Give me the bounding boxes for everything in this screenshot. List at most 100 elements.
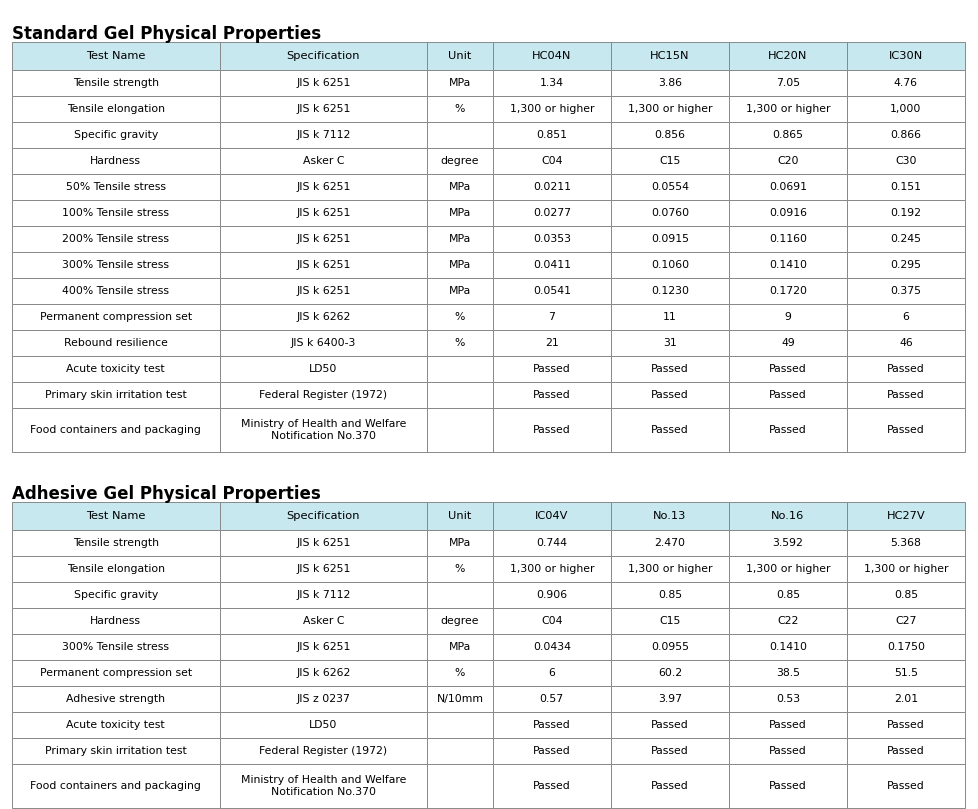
Bar: [728, 712, 846, 738]
Bar: [12, 122, 219, 148]
Text: Hardness: Hardness: [90, 156, 141, 166]
Text: 0.57: 0.57: [539, 694, 563, 704]
Bar: [846, 278, 964, 304]
Bar: [492, 608, 610, 634]
Text: 0.0541: 0.0541: [532, 286, 570, 296]
Text: Standard Gel Physical Properties: Standard Gel Physical Properties: [12, 25, 321, 43]
Text: C15: C15: [658, 156, 680, 166]
Bar: [426, 252, 492, 278]
Bar: [492, 278, 610, 304]
Text: Permanent compression set: Permanent compression set: [40, 312, 192, 322]
Bar: [219, 70, 426, 96]
Bar: [426, 608, 492, 634]
Bar: [12, 556, 219, 582]
Text: 0.744: 0.744: [536, 538, 566, 548]
Text: Acute toxicity test: Acute toxicity test: [67, 364, 165, 374]
Text: 0.0955: 0.0955: [650, 642, 689, 652]
Text: 1,000: 1,000: [889, 104, 920, 114]
Text: HC20N: HC20N: [768, 51, 807, 61]
Bar: [728, 304, 846, 330]
Bar: [846, 200, 964, 226]
Bar: [610, 226, 728, 252]
Bar: [728, 278, 846, 304]
Bar: [610, 502, 728, 530]
Bar: [610, 556, 728, 582]
Bar: [426, 530, 492, 556]
Bar: [219, 660, 426, 686]
Bar: [728, 556, 846, 582]
Text: Primary skin irritation test: Primary skin irritation test: [45, 390, 187, 400]
Bar: [492, 408, 610, 452]
Text: 50% Tensile stress: 50% Tensile stress: [66, 182, 165, 192]
Bar: [728, 330, 846, 356]
Bar: [728, 200, 846, 226]
Text: Rebound resilience: Rebound resilience: [64, 338, 167, 348]
Text: 0.1060: 0.1060: [650, 260, 689, 270]
Bar: [610, 408, 728, 452]
Bar: [12, 96, 219, 122]
Text: 400% Tensile stress: 400% Tensile stress: [63, 286, 169, 296]
Bar: [610, 582, 728, 608]
Bar: [610, 764, 728, 808]
Text: Passed: Passed: [769, 746, 806, 756]
Bar: [219, 174, 426, 200]
Bar: [12, 686, 219, 712]
Text: Hardness: Hardness: [90, 616, 141, 626]
Text: Passed: Passed: [769, 390, 806, 400]
Bar: [610, 530, 728, 556]
Bar: [219, 408, 426, 452]
Text: Asker C: Asker C: [302, 156, 343, 166]
Text: JIS k 6251: JIS k 6251: [295, 234, 350, 244]
Text: Ministry of Health and Welfare
Notification No.370: Ministry of Health and Welfare Notificat…: [241, 775, 406, 797]
Text: 0.0434: 0.0434: [532, 642, 570, 652]
Bar: [12, 530, 219, 556]
Text: 100% Tensile stress: 100% Tensile stress: [63, 208, 169, 218]
Text: 0.53: 0.53: [775, 694, 799, 704]
Text: 0.0277: 0.0277: [532, 208, 570, 218]
Text: Passed: Passed: [886, 390, 924, 400]
Bar: [219, 304, 426, 330]
Bar: [846, 122, 964, 148]
Text: Passed: Passed: [650, 781, 688, 791]
Bar: [12, 42, 219, 70]
Bar: [728, 122, 846, 148]
Text: 0.0353: 0.0353: [532, 234, 570, 244]
Bar: [846, 96, 964, 122]
Bar: [846, 712, 964, 738]
Text: 1,300 or higher: 1,300 or higher: [863, 564, 948, 574]
Bar: [610, 660, 728, 686]
Bar: [12, 582, 219, 608]
Bar: [846, 226, 964, 252]
Text: 1.34: 1.34: [539, 78, 563, 88]
Bar: [492, 70, 610, 96]
Text: 200% Tensile stress: 200% Tensile stress: [63, 234, 169, 244]
Bar: [610, 382, 728, 408]
Bar: [426, 502, 492, 530]
Text: 0.0211: 0.0211: [532, 182, 570, 192]
Text: 6: 6: [902, 312, 909, 322]
Bar: [12, 738, 219, 764]
Text: 5.368: 5.368: [890, 538, 920, 548]
Text: 7.05: 7.05: [775, 78, 799, 88]
Bar: [610, 634, 728, 660]
Bar: [728, 252, 846, 278]
Text: C15: C15: [658, 616, 680, 626]
Text: Passed: Passed: [532, 364, 570, 374]
Bar: [492, 122, 610, 148]
Bar: [610, 70, 728, 96]
Text: MPa: MPa: [448, 286, 470, 296]
Text: JIS k 7112: JIS k 7112: [295, 590, 350, 600]
Bar: [492, 200, 610, 226]
Bar: [728, 42, 846, 70]
Bar: [846, 634, 964, 660]
Text: Tensile strength: Tensile strength: [72, 78, 158, 88]
Bar: [12, 764, 219, 808]
Bar: [12, 502, 219, 530]
Bar: [12, 712, 219, 738]
Bar: [492, 738, 610, 764]
Bar: [426, 764, 492, 808]
Text: N/10mm: N/10mm: [436, 694, 483, 704]
Bar: [492, 556, 610, 582]
Text: 2.01: 2.01: [893, 694, 917, 704]
Bar: [219, 712, 426, 738]
